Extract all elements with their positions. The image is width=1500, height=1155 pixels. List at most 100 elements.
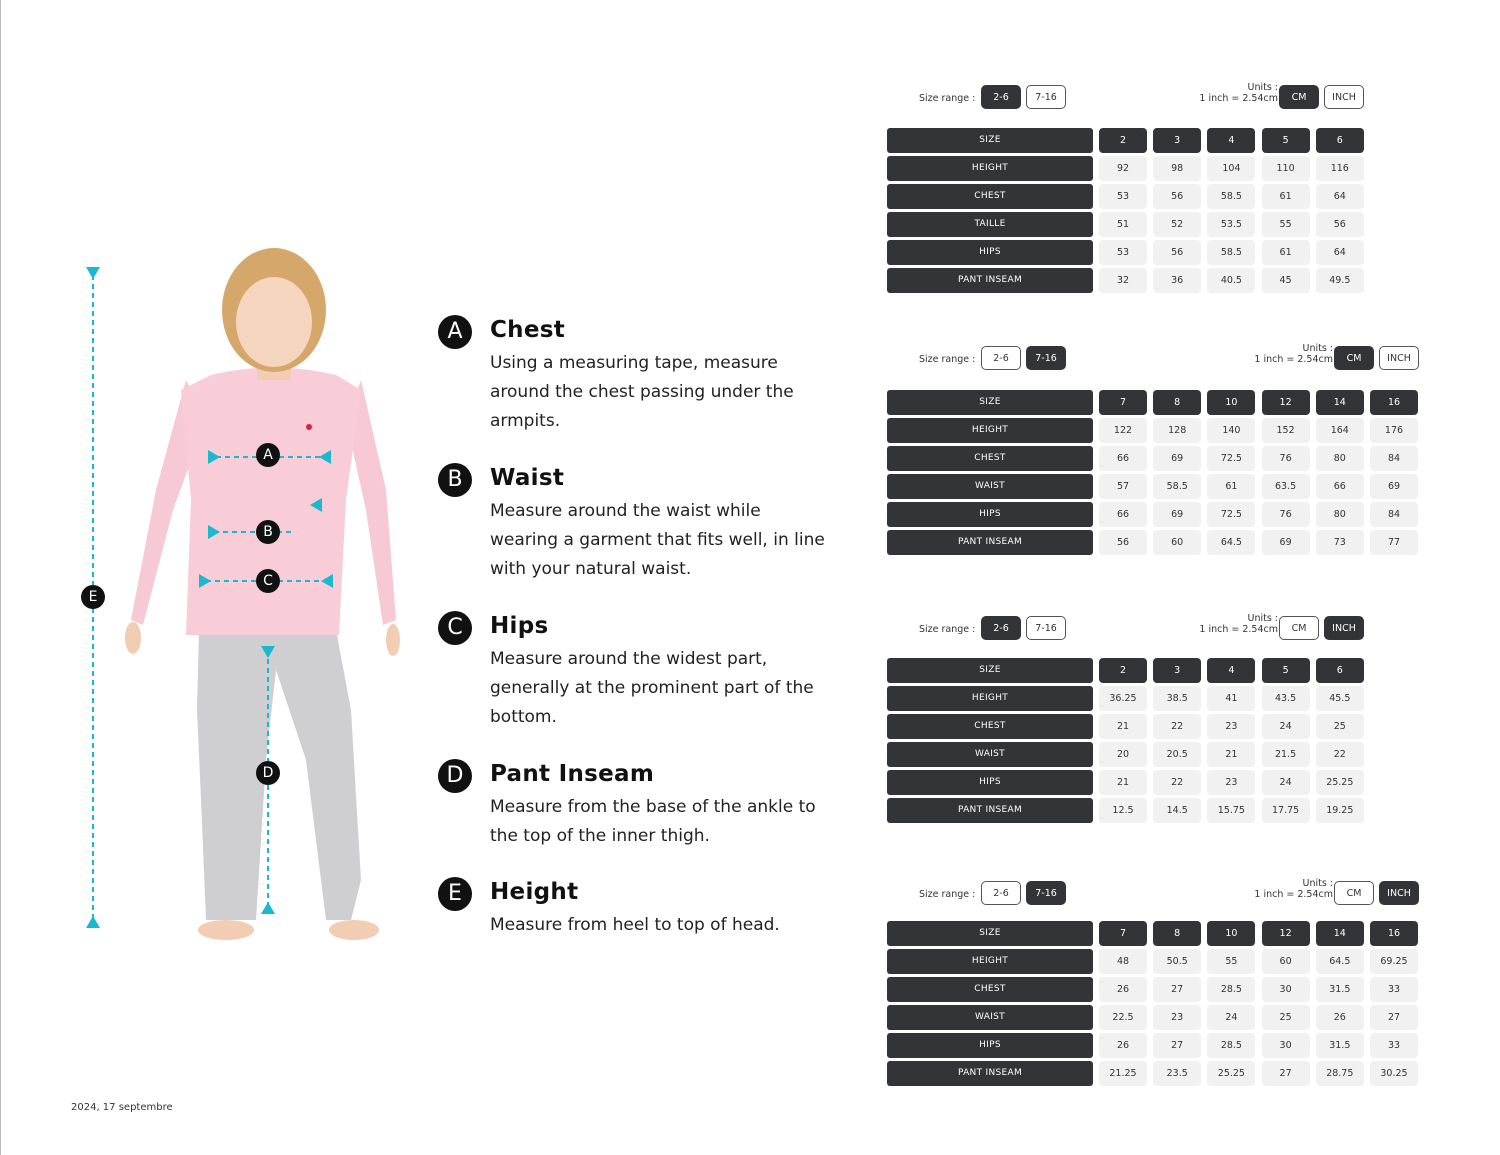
size-range-label: Size range : xyxy=(919,889,976,900)
size-header-cell: 2 xyxy=(1099,128,1147,153)
arrow-icon xyxy=(208,525,220,539)
size-header-cell: 16 xyxy=(1370,921,1418,946)
measurement-title: Pant Inseam xyxy=(490,761,655,787)
table-cell: 64.5 xyxy=(1207,530,1256,555)
table-cell: 22 xyxy=(1153,714,1202,739)
table-row: HEIGHT 48 50.5 55 60 64.5 69.25 xyxy=(887,949,1427,974)
row-label: WAIST xyxy=(887,1005,1093,1030)
table-cell: 15.75 xyxy=(1207,798,1256,823)
size-range-2-6-button[interactable]: 2-6 xyxy=(981,881,1021,905)
pants xyxy=(197,630,361,920)
table-cell: 30 xyxy=(1261,1033,1310,1058)
figure-marker-d: D xyxy=(256,761,280,785)
measurement-description: Measure from heel to top of head. xyxy=(490,915,780,935)
table-cell: 116 xyxy=(1315,156,1364,181)
size-header-cell: 4 xyxy=(1207,658,1256,683)
size-header-cell: 3 xyxy=(1153,658,1202,683)
table-cell: 61 xyxy=(1261,240,1310,265)
table-cell: 27 xyxy=(1261,1061,1310,1086)
table-cell: 28.5 xyxy=(1207,977,1256,1002)
table-cell: 128 xyxy=(1153,418,1202,443)
size-range-2-6-button[interactable]: 2-6 xyxy=(981,616,1021,640)
row-label: SIZE xyxy=(887,658,1093,683)
unit-cm-button[interactable]: CM xyxy=(1279,85,1319,109)
table-row: WAIST 57 58.5 61 63.5 66 69 xyxy=(887,474,1427,499)
size-range-7-16-button[interactable]: 7-16 xyxy=(1026,616,1066,640)
unit-inch-button[interactable]: INCH xyxy=(1379,881,1419,905)
table-cell: 25.25 xyxy=(1315,770,1364,795)
table-cell: 76 xyxy=(1261,502,1310,527)
table-cell: 12.5 xyxy=(1099,798,1147,823)
table-cell: 40.5 xyxy=(1207,268,1256,293)
unit-inch-button[interactable]: INCH xyxy=(1379,346,1419,370)
units-label: Units : xyxy=(1302,878,1333,889)
size-range-label: Size range : xyxy=(919,93,976,104)
row-label: PANT INSEAM xyxy=(887,268,1093,293)
units-label: Units : xyxy=(1247,613,1278,624)
unit-cm-button[interactable]: CM xyxy=(1334,881,1374,905)
units-info: Units :1 inch = 2.54cm xyxy=(1143,878,1333,900)
table-cell: 84 xyxy=(1370,502,1418,527)
table-cell: 66 xyxy=(1099,502,1147,527)
row-label: HIPS xyxy=(887,502,1093,527)
table-cell: 22 xyxy=(1153,770,1202,795)
letter-badge: A xyxy=(438,315,472,349)
table-cell: 66 xyxy=(1315,474,1364,499)
table-cell: 21.25 xyxy=(1099,1061,1147,1086)
table-row: HEIGHT 122 128 140 152 164 176 xyxy=(887,418,1427,443)
table-cell: 17.75 xyxy=(1261,798,1310,823)
table-cell: 58.5 xyxy=(1207,184,1256,209)
table-row: PANT INSEAM 12.5 14.5 15.75 17.75 19.25 xyxy=(887,798,1427,823)
table-row: HIPS 26 27 28.5 30 31.5 33 xyxy=(887,1033,1427,1058)
size-range-7-16-button[interactable]: 7-16 xyxy=(1026,85,1066,109)
table-cell: 69 xyxy=(1153,502,1202,527)
size-range-2-6-button[interactable]: 2-6 xyxy=(981,85,1021,109)
figure-marker-e: E xyxy=(81,585,105,609)
row-label: SIZE xyxy=(887,921,1093,946)
footer-date: 2024, 17 septembre xyxy=(71,1102,173,1113)
size-range-2-6-button[interactable]: 2-6 xyxy=(981,346,1021,370)
table-cell: 26 xyxy=(1099,1033,1147,1058)
table-row: PANT INSEAM 56 60 64.5 69 73 77 xyxy=(887,530,1427,555)
size-header-cell: 8 xyxy=(1153,921,1202,946)
table-cell: 61 xyxy=(1261,184,1310,209)
table-row: PANT INSEAM 21.25 23.5 25.25 27 28.75 30.25 xyxy=(887,1061,1427,1086)
measurement-description: Measure from the base of the ankle to th… xyxy=(490,797,816,846)
table-cell: 55 xyxy=(1207,949,1256,974)
table-cell: 24 xyxy=(1207,1005,1256,1030)
pink-top xyxy=(181,367,361,635)
table-cell: 122 xyxy=(1099,418,1147,443)
size-range-7-16-button[interactable]: 7-16 xyxy=(1026,346,1066,370)
table-cell: 49.5 xyxy=(1315,268,1364,293)
table-cell: 58.5 xyxy=(1153,474,1202,499)
table-cell: 72.5 xyxy=(1207,502,1256,527)
row-label: TAILLE xyxy=(887,212,1093,237)
table-cell: 98 xyxy=(1153,156,1202,181)
size-header-cell: 5 xyxy=(1261,658,1310,683)
row-label: HIPS xyxy=(887,770,1093,795)
table-row: HEIGHT 36.25 38.5 41 43.5 45.5 xyxy=(887,686,1427,711)
table-cell: 30 xyxy=(1261,977,1310,1002)
unit-cm-button[interactable]: CM xyxy=(1334,346,1374,370)
table-cell: 69.25 xyxy=(1370,949,1418,974)
table-cell: 45 xyxy=(1261,268,1310,293)
unit-inch-button[interactable]: INCH xyxy=(1324,616,1364,640)
row-label: HEIGHT xyxy=(887,156,1093,181)
unit-cm-button[interactable]: CM xyxy=(1279,616,1319,640)
measurement-title: Waist xyxy=(490,465,565,491)
arrow-icon xyxy=(310,498,322,512)
row-label: CHEST xyxy=(887,714,1093,739)
table-cell: 21.5 xyxy=(1261,742,1310,767)
figure-marker-a: A xyxy=(256,443,280,467)
size-range-7-16-button[interactable]: 7-16 xyxy=(1026,881,1066,905)
left-hand xyxy=(125,622,141,654)
table-cell: 20 xyxy=(1099,742,1147,767)
table-cell: 28.5 xyxy=(1207,1033,1256,1058)
row-label: CHEST xyxy=(887,184,1093,209)
arrow-icon xyxy=(261,646,275,658)
table-cell: 56 xyxy=(1099,530,1147,555)
row-label: PANT INSEAM xyxy=(887,798,1093,823)
arrow-icon xyxy=(261,902,275,914)
unit-inch-button[interactable]: INCH xyxy=(1324,85,1364,109)
figure-marker-b: B xyxy=(256,520,280,544)
